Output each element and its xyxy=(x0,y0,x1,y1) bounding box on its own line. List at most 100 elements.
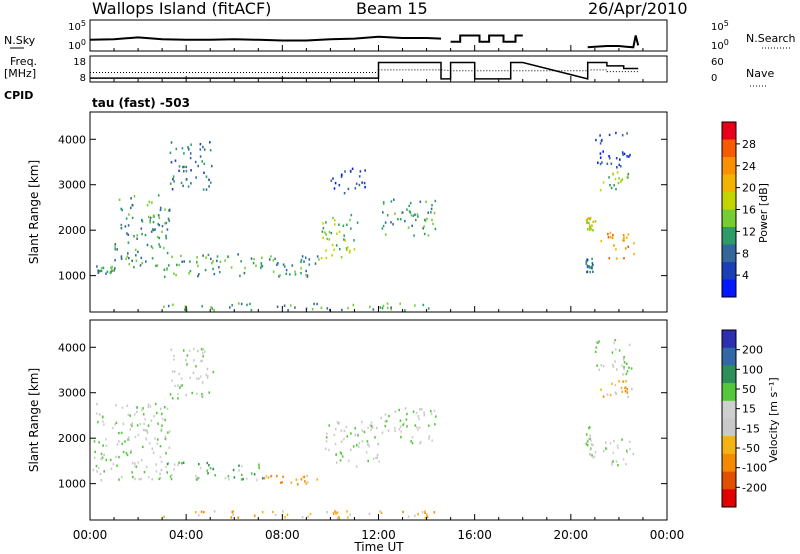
power-data-cell xyxy=(161,230,163,233)
velocity-data-cell xyxy=(165,465,167,469)
velocity-data-cell xyxy=(242,477,244,481)
power-data-cell xyxy=(272,259,275,262)
power-data-cell xyxy=(599,156,602,159)
velocity-data-cell xyxy=(609,442,612,445)
power-data-cell xyxy=(124,225,127,228)
power-data-cell xyxy=(176,263,178,267)
power-data-cell xyxy=(416,213,419,216)
power-data-cell xyxy=(414,304,416,307)
velocity-data-cell xyxy=(588,426,591,429)
power-data-cell xyxy=(384,221,387,224)
power-data-cell xyxy=(349,249,351,252)
velocity-data-cell xyxy=(98,441,100,444)
power-colorbar-swatch xyxy=(722,192,736,210)
power-data-cell xyxy=(412,214,415,217)
velocity-data-cell xyxy=(207,472,209,475)
power-data-cell xyxy=(130,197,132,200)
velocity-data-cell xyxy=(370,428,372,431)
velocity-data-cell xyxy=(340,429,343,432)
power-data-cell xyxy=(150,245,153,248)
power-data-cell xyxy=(150,230,153,233)
power-data-cell xyxy=(173,272,175,275)
power-data-cell xyxy=(586,264,589,267)
velocity-data-cell xyxy=(606,393,609,396)
velocity-data-cell xyxy=(306,481,309,484)
power-data-cell xyxy=(619,158,621,161)
velocity-data-cell xyxy=(334,442,337,446)
power-data-cell xyxy=(118,198,121,201)
power-data-cell xyxy=(170,141,173,144)
velocity-data-cell xyxy=(626,370,629,373)
velocity-data-cell xyxy=(345,425,348,429)
power-data-cell xyxy=(133,235,135,238)
power-data-cell xyxy=(205,188,208,191)
power-data-cell xyxy=(167,304,170,308)
power-data-cell xyxy=(599,162,602,166)
power-data-cell xyxy=(615,248,617,251)
velocity-data-cell xyxy=(253,514,256,517)
power-data-cell xyxy=(333,248,335,251)
velocity-data-cell xyxy=(121,442,124,446)
velocity-data-cell xyxy=(405,418,408,421)
power-data-cell xyxy=(277,262,279,265)
station-title: Wallops Island (fitACF) xyxy=(92,0,271,18)
power-data-cell xyxy=(300,267,302,270)
velocity-data-cell xyxy=(146,429,148,433)
power-data-cell xyxy=(197,264,199,268)
power-data-cell xyxy=(201,160,203,163)
velocity-data-cell xyxy=(121,406,124,409)
velocity-data-cell xyxy=(195,365,197,368)
power-data-cell xyxy=(615,157,618,160)
power-data-cell xyxy=(216,259,218,263)
power-data-cell xyxy=(166,228,169,231)
power-data-cell xyxy=(187,146,189,149)
power-data-cell xyxy=(359,170,362,173)
power-data-cell xyxy=(329,308,331,312)
power-data-cell xyxy=(156,264,159,267)
velocity-data-cell xyxy=(384,413,387,416)
power-data-cell xyxy=(356,221,359,224)
power-data-cell xyxy=(300,258,303,262)
velocity-data-cell xyxy=(129,414,131,417)
velocity-data-cell xyxy=(194,511,197,514)
power-data-cell xyxy=(587,217,589,220)
power-data-cell xyxy=(209,141,211,144)
power-data-cell xyxy=(157,214,160,217)
power-data-cell xyxy=(331,243,334,247)
velocity-data-cell xyxy=(402,423,404,427)
x-tick-label: 12:00 xyxy=(361,528,396,542)
velocity-data-cell xyxy=(626,391,629,394)
power-data-cell xyxy=(353,248,356,251)
power-data-cell xyxy=(151,201,153,204)
power-data-cell xyxy=(316,255,319,258)
velocity-data-cell xyxy=(417,415,420,418)
power-data-cell xyxy=(352,303,355,307)
power-data-cell xyxy=(168,209,170,212)
velocity-data-cell xyxy=(159,476,162,480)
power-data-cell xyxy=(250,257,253,260)
power-data-cell xyxy=(422,227,424,230)
power-data-cell xyxy=(120,207,122,211)
velocity-data-cell xyxy=(417,428,419,431)
power-data-cell xyxy=(210,306,212,309)
noise-right-tick-top: 105 xyxy=(711,19,729,33)
power-data-cell xyxy=(194,160,197,164)
power-data-cell xyxy=(180,181,183,185)
velocity-data-cell xyxy=(170,348,173,351)
power-data-cell xyxy=(390,221,392,224)
power-ytick-label: 3000 xyxy=(58,179,86,192)
power-data-cell xyxy=(423,225,425,228)
velocity-data-cell xyxy=(186,363,188,366)
power-data-cell xyxy=(338,184,341,187)
velocity-data-cell xyxy=(206,461,209,465)
power-data-cell xyxy=(131,216,134,220)
velocity-data-cell xyxy=(585,442,588,446)
power-data-cell xyxy=(318,258,320,261)
power-data-cell xyxy=(163,305,165,308)
power-data-cell xyxy=(181,260,183,263)
power-data-cell xyxy=(168,264,170,267)
velocity-data-cell xyxy=(135,410,138,414)
power-data-cell xyxy=(336,232,338,235)
power-data-cell xyxy=(216,255,219,258)
power-data-cell xyxy=(325,221,327,224)
